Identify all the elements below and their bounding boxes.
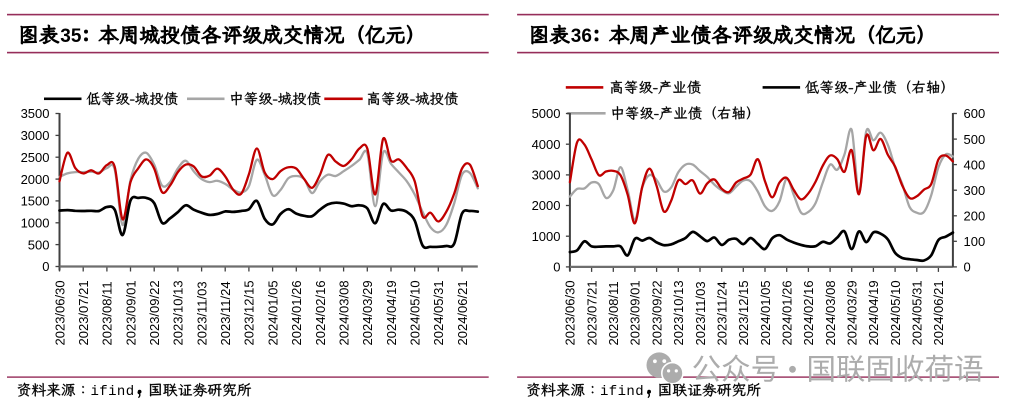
svg-text:2023/08/11: 2023/08/11: [100, 281, 115, 345]
svg-text:500: 500: [28, 237, 50, 252]
svg-text:2024/01/26: 2024/01/26: [289, 280, 304, 345]
svg-text:2023/09/22: 2023/09/22: [147, 280, 162, 345]
svg-text:2024/05/31: 2024/05/31: [431, 280, 446, 345]
svg-text:2023/11/24: 2023/11/24: [218, 281, 233, 345]
svg-text:2023/12/15: 2023/12/15: [242, 280, 257, 345]
svg-text:2024/03/08: 2024/03/08: [336, 280, 351, 345]
svg-text:2023/07/21: 2023/07/21: [76, 280, 91, 345]
svg-text:2023/12/15: 2023/12/15: [736, 280, 751, 345]
svg-text:2023/06/30: 2023/06/30: [52, 280, 67, 345]
svg-text:1500: 1500: [21, 194, 50, 209]
svg-text:2023/10/13: 2023/10/13: [171, 280, 186, 345]
svg-text:3000: 3000: [21, 128, 50, 143]
svg-text:200: 200: [964, 209, 986, 224]
svg-text:4000: 4000: [532, 137, 561, 152]
svg-text:2023/06/30: 2023/06/30: [563, 280, 578, 345]
svg-text:0: 0: [553, 260, 560, 275]
svg-text:2024/05/10: 2024/05/10: [888, 280, 903, 345]
svg-text:35: 35: [60, 26, 82, 47]
svg-text:2023/11/03: 2023/11/03: [693, 281, 708, 345]
svg-text:2023/09/22: 2023/09/22: [649, 280, 664, 345]
svg-text:2500: 2500: [21, 150, 50, 165]
svg-text:2023/09/01: 2023/09/01: [123, 280, 138, 345]
svg-text:100: 100: [964, 234, 986, 249]
svg-text:2023/10/13: 2023/10/13: [671, 280, 686, 345]
svg-text:2023/09/01: 2023/09/01: [628, 280, 643, 345]
svg-text:2024/04/19: 2024/04/19: [384, 280, 399, 345]
svg-text:ifind: ifind: [600, 384, 644, 400]
svg-text:3500: 3500: [21, 106, 50, 121]
svg-text:2023/11/03: 2023/11/03: [194, 281, 209, 345]
svg-text:2023/11/24: 2023/11/24: [715, 281, 730, 345]
svg-text:2024/03/08: 2024/03/08: [823, 280, 838, 345]
svg-text:400: 400: [964, 157, 986, 172]
svg-text:ifind: ifind: [91, 384, 135, 400]
svg-text:2024/05/10: 2024/05/10: [408, 280, 423, 345]
svg-text:2000: 2000: [21, 172, 50, 187]
svg-text:2024/01/05: 2024/01/05: [758, 280, 773, 345]
svg-text:2024/01/26: 2024/01/26: [780, 280, 795, 345]
svg-text:2024/02/16: 2024/02/16: [313, 280, 328, 345]
svg-text:5000: 5000: [532, 106, 561, 121]
svg-text:1000: 1000: [532, 229, 561, 244]
svg-text:2023/07/21: 2023/07/21: [584, 280, 599, 345]
svg-text:2024/06/21: 2024/06/21: [931, 280, 946, 345]
svg-text:2024/01/05: 2024/01/05: [265, 280, 280, 345]
svg-text:36: 36: [571, 26, 592, 47]
svg-text:2023/08/11: 2023/08/11: [606, 281, 621, 345]
svg-text:2024/02/16: 2024/02/16: [801, 280, 816, 345]
svg-text:3000: 3000: [532, 168, 561, 183]
svg-text:0: 0: [42, 259, 49, 274]
svg-text:500: 500: [964, 132, 986, 147]
svg-text:0: 0: [964, 260, 971, 275]
svg-text:2000: 2000: [532, 198, 561, 213]
svg-text:2024/03/29: 2024/03/29: [360, 280, 375, 345]
svg-text:1000: 1000: [21, 216, 50, 231]
svg-text:2024/03/29: 2024/03/29: [845, 280, 860, 345]
svg-text:2024/05/31: 2024/05/31: [910, 280, 925, 345]
svg-text:600: 600: [964, 106, 986, 121]
svg-text:2024/04/19: 2024/04/19: [866, 280, 881, 345]
svg-text:300: 300: [964, 183, 986, 198]
svg-text:2024/06/21: 2024/06/21: [455, 280, 470, 345]
